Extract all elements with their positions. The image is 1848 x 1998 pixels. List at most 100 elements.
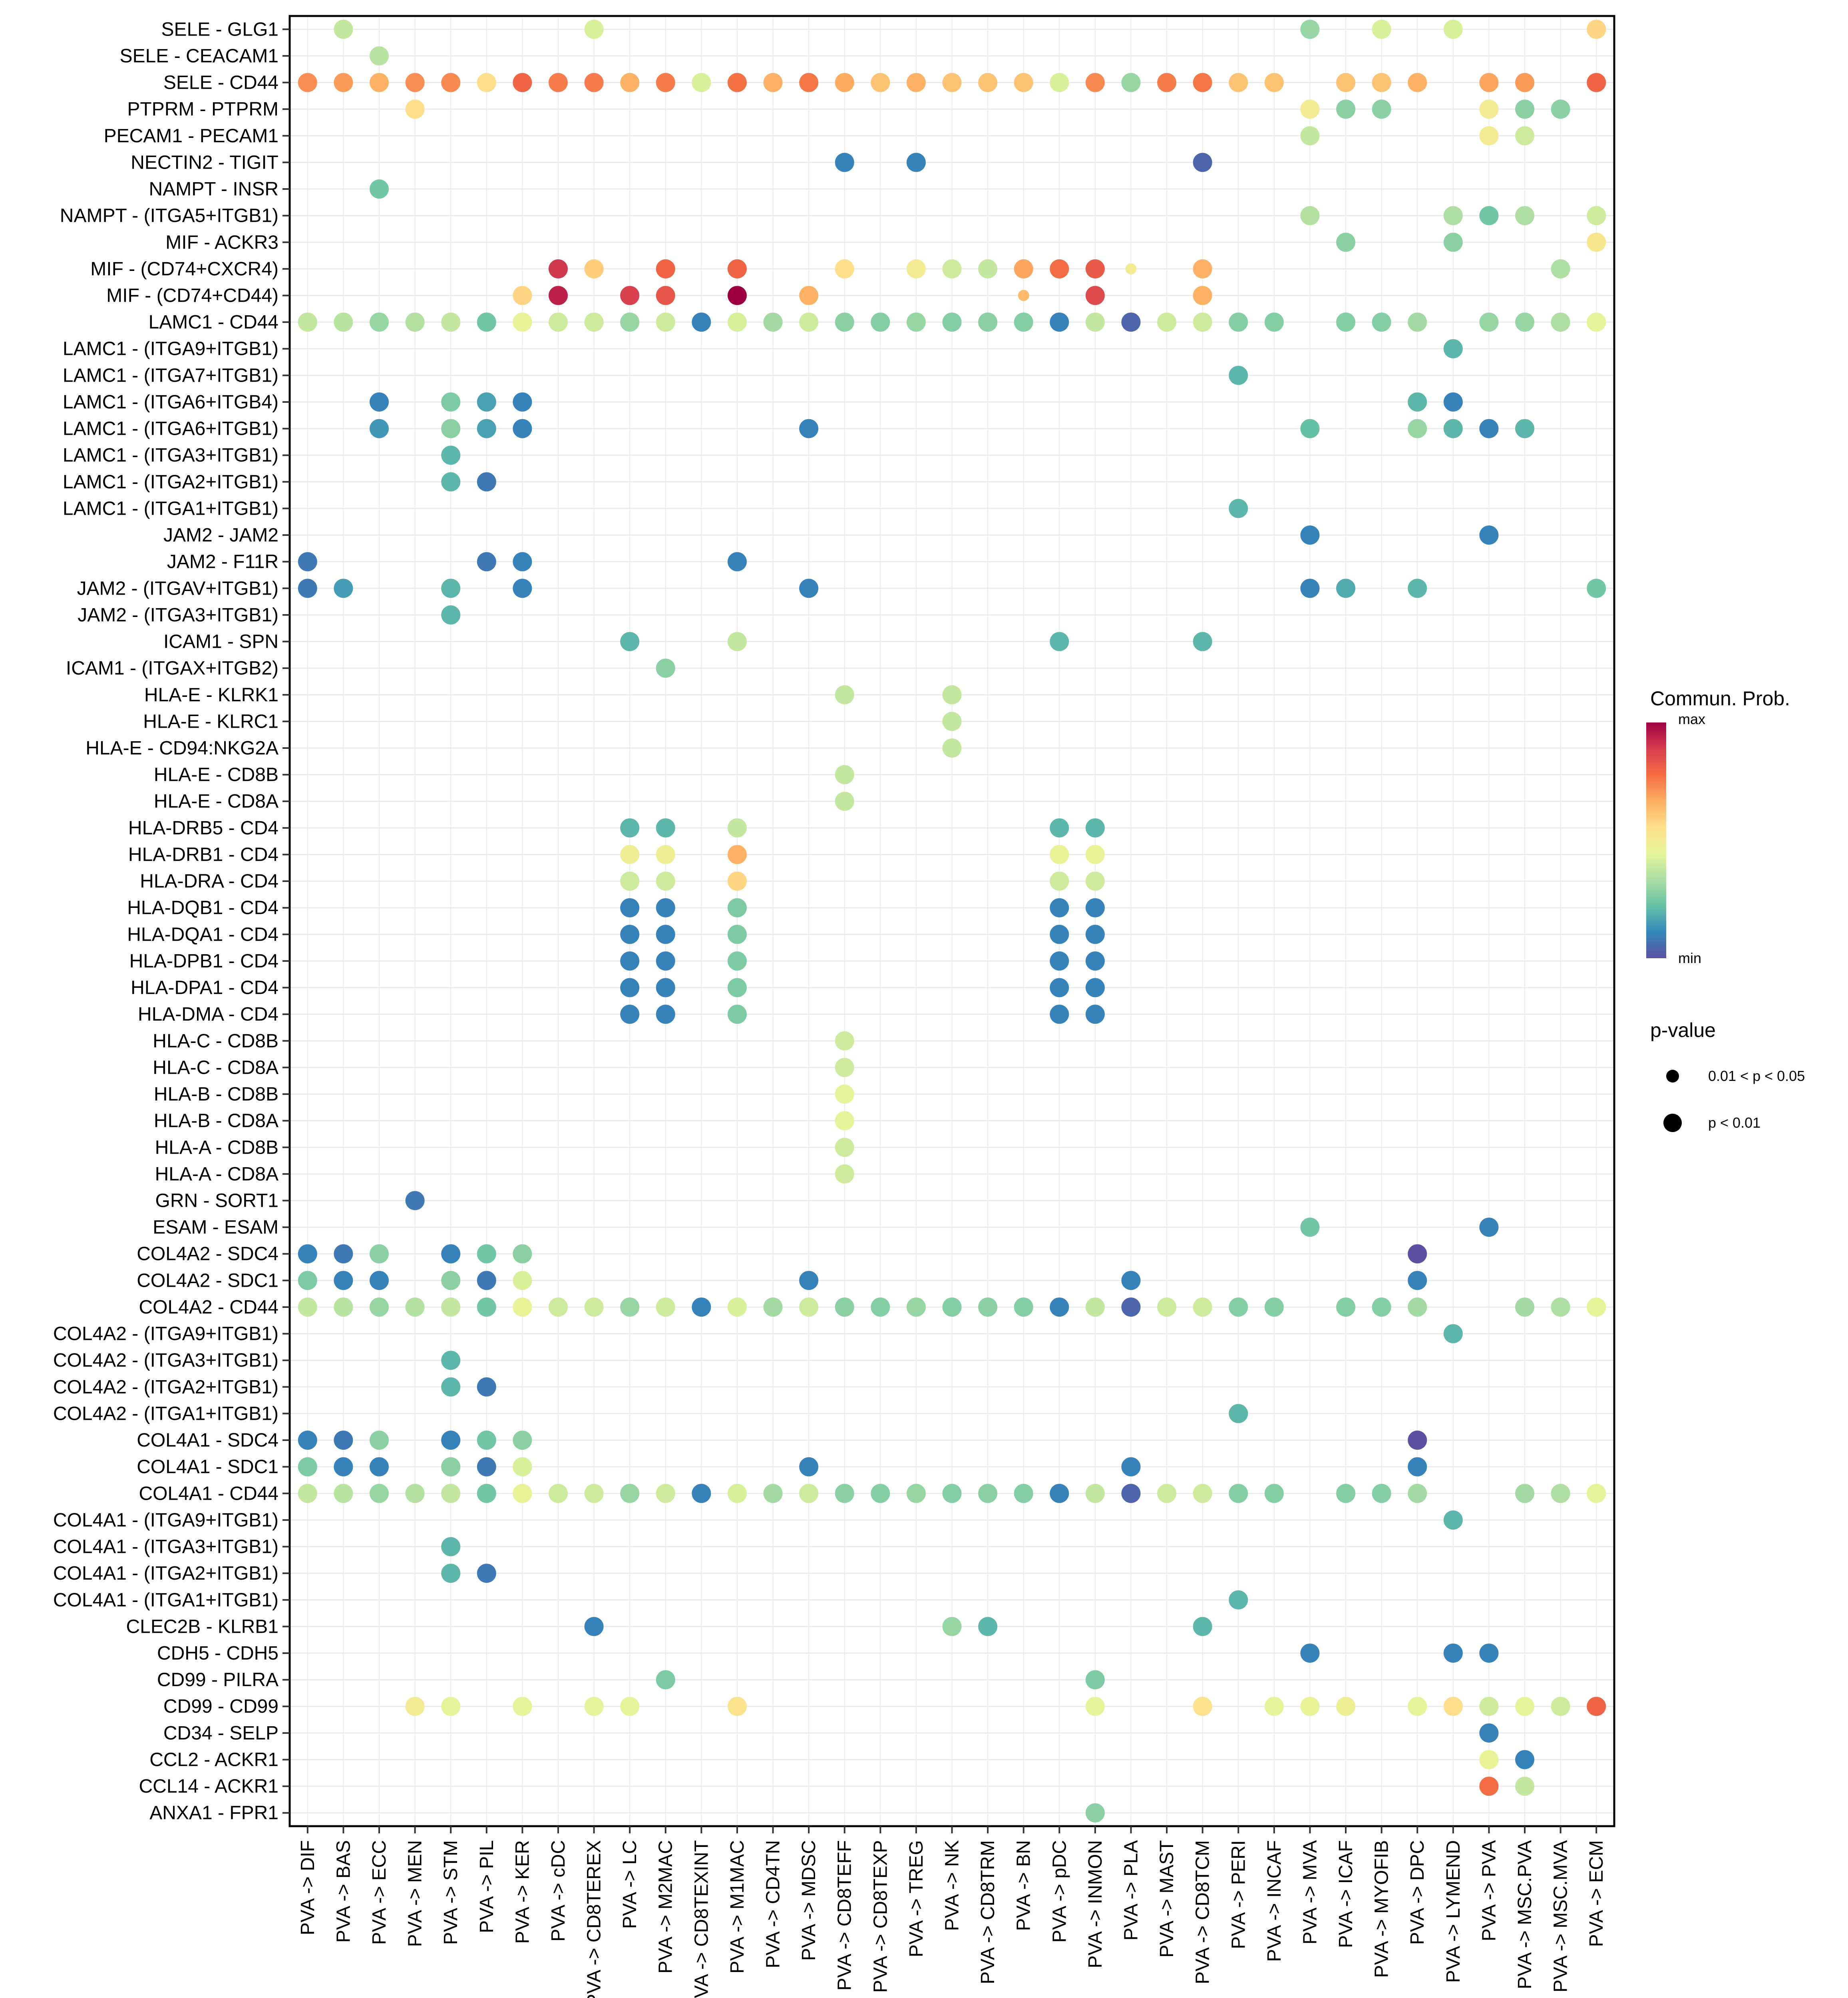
data-point bbox=[477, 1244, 496, 1264]
data-point bbox=[1157, 1297, 1177, 1317]
data-point bbox=[1050, 1297, 1069, 1317]
x-tick-label: PVA -> CD8TEFF bbox=[834, 1840, 855, 1991]
data-point bbox=[1300, 1697, 1320, 1716]
data-point bbox=[334, 1297, 353, 1317]
data-point bbox=[1193, 312, 1212, 332]
data-point bbox=[298, 1431, 317, 1450]
data-point bbox=[334, 20, 353, 39]
data-point bbox=[513, 419, 532, 438]
data-point bbox=[405, 1697, 425, 1716]
data-point bbox=[1479, 126, 1499, 145]
data-point bbox=[656, 1297, 675, 1317]
data-point bbox=[369, 419, 389, 438]
data-point bbox=[1125, 263, 1137, 275]
y-tick-label: HLA-DMA - CD4 bbox=[138, 1004, 278, 1025]
data-point bbox=[513, 1457, 532, 1477]
y-tick-label: COL4A1 - CD44 bbox=[139, 1483, 278, 1504]
data-point bbox=[763, 312, 783, 332]
data-point bbox=[1515, 1697, 1535, 1716]
data-point bbox=[1157, 1484, 1177, 1503]
data-point bbox=[1121, 312, 1141, 332]
data-point bbox=[584, 259, 604, 279]
data-point bbox=[1121, 1271, 1141, 1290]
data-point bbox=[727, 552, 747, 571]
y-tick-label: HLA-A - CD8B bbox=[155, 1137, 278, 1158]
data-point bbox=[1372, 73, 1391, 92]
data-point bbox=[298, 1297, 317, 1317]
x-tick-label: PVA -> ECM bbox=[1586, 1840, 1607, 1947]
y-tick-label: CD34 - SELP bbox=[163, 1723, 278, 1744]
data-point bbox=[656, 898, 675, 917]
data-point bbox=[1085, 1297, 1105, 1317]
data-point bbox=[1229, 1590, 1248, 1610]
data-point bbox=[548, 1297, 568, 1317]
data-point bbox=[763, 1484, 783, 1503]
data-point bbox=[727, 1005, 747, 1024]
x-tick-label: PVA -> STM bbox=[440, 1840, 462, 1945]
data-point bbox=[1443, 1510, 1463, 1530]
data-point bbox=[513, 392, 532, 412]
data-point bbox=[1443, 419, 1463, 438]
data-point bbox=[1050, 845, 1069, 864]
data-point bbox=[477, 1484, 496, 1503]
data-point bbox=[942, 1484, 962, 1503]
size-legend-small-dot bbox=[1666, 1070, 1679, 1083]
data-point bbox=[1515, 100, 1535, 119]
data-points bbox=[298, 20, 1606, 1823]
data-point bbox=[1408, 419, 1427, 438]
data-point bbox=[1551, 1484, 1570, 1503]
data-point bbox=[1515, 206, 1535, 225]
data-point bbox=[513, 1271, 532, 1290]
x-tick-label: PVA -> LYMEND bbox=[1443, 1840, 1464, 1983]
data-point bbox=[369, 179, 389, 199]
data-point bbox=[1050, 73, 1069, 92]
data-point bbox=[1193, 1617, 1212, 1636]
data-point bbox=[1372, 1484, 1391, 1503]
data-point bbox=[477, 1297, 496, 1317]
data-point bbox=[1408, 1457, 1427, 1477]
data-point bbox=[1085, 312, 1105, 332]
data-point bbox=[1014, 259, 1033, 279]
data-point bbox=[799, 1297, 819, 1317]
data-point bbox=[298, 579, 317, 598]
data-point bbox=[369, 1457, 389, 1477]
data-point bbox=[584, 20, 604, 39]
data-point bbox=[1479, 1750, 1499, 1769]
x-tick-label: PVA -> MYOFIB bbox=[1371, 1840, 1392, 1978]
data-point bbox=[942, 73, 962, 92]
data-point bbox=[1336, 73, 1356, 92]
data-point bbox=[513, 73, 532, 92]
y-tick-label: HLA-DQA1 - CD4 bbox=[127, 924, 278, 945]
data-point bbox=[369, 1271, 389, 1290]
data-point bbox=[620, 845, 640, 864]
data-point bbox=[1479, 1697, 1499, 1716]
y-tick-label: LAMC1 - CD44 bbox=[149, 312, 278, 333]
y-tick-label: COL4A2 - SDC4 bbox=[137, 1244, 278, 1265]
size-legend-large-label: p < 0.01 bbox=[1708, 1114, 1760, 1131]
data-point bbox=[441, 73, 461, 92]
data-point bbox=[1300, 1643, 1320, 1663]
data-point bbox=[799, 1271, 819, 1290]
x-tick-label: PVA -> CD8TRM bbox=[977, 1840, 999, 1984]
data-point bbox=[1587, 20, 1606, 39]
y-tick-label: COL4A2 - (ITGA1+ITGB1) bbox=[53, 1403, 278, 1424]
data-point bbox=[548, 1484, 568, 1503]
data-point bbox=[441, 1697, 461, 1716]
x-tick-label: PVA -> MAST bbox=[1156, 1840, 1178, 1958]
data-point bbox=[620, 898, 640, 917]
data-point bbox=[477, 1377, 496, 1397]
data-point bbox=[1014, 73, 1033, 92]
data-point bbox=[1050, 978, 1069, 997]
data-point bbox=[656, 312, 675, 332]
data-point bbox=[1408, 1244, 1427, 1264]
data-point bbox=[835, 259, 854, 279]
y-tick-label: HLA-E - KLRC1 bbox=[143, 711, 278, 732]
data-point bbox=[1085, 925, 1105, 944]
data-point bbox=[1085, 845, 1105, 864]
data-point bbox=[835, 1111, 854, 1130]
data-point bbox=[1157, 312, 1177, 332]
data-point bbox=[1408, 73, 1427, 92]
x-tick-label: PVA -> M2MAC bbox=[655, 1840, 676, 1974]
data-point bbox=[1443, 20, 1463, 39]
